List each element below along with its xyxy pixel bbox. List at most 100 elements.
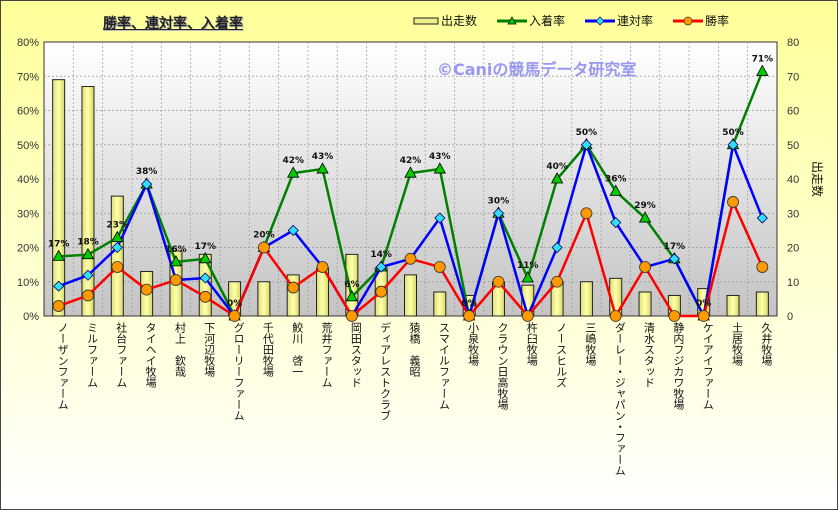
data-label-place-rate: 30%: [488, 196, 510, 206]
marker-win-rate: [463, 310, 476, 322]
marker-win-rate: [111, 261, 124, 273]
marker-top2-rate: [111, 241, 123, 254]
y-tick-right: 70: [787, 71, 799, 83]
marker-top2-rate: [610, 216, 622, 229]
data-label-place-rate: 40%: [546, 162, 568, 172]
x-tick-label: ディアレストクラブ: [379, 321, 392, 421]
legend-label: 出走数: [441, 14, 478, 28]
marker-place-rate: [52, 249, 65, 261]
y-tick-left: 40%: [17, 174, 39, 186]
marker-place-rate: [345, 289, 359, 302]
legend-item-count: 出走数: [413, 12, 477, 29]
y-tick-left: 10%: [17, 277, 39, 289]
y-tick-right: 60: [787, 106, 799, 118]
x-tick-label: ミルファーム: [85, 322, 98, 388]
data-label-place-rate: 0%: [227, 299, 242, 309]
bar-count: [755, 291, 769, 317]
y-tick-left: 70%: [17, 71, 39, 83]
marker-win-rate: [756, 261, 769, 273]
y-tick-right: 0: [787, 311, 793, 323]
marker-top2-rate: [287, 224, 299, 236]
marker-top2-rate: [668, 253, 680, 265]
data-label-place-rate: 0%: [461, 299, 476, 309]
marker-win-rate: [345, 310, 358, 322]
marker-win-rate: [52, 300, 65, 312]
marker-place-rate: [638, 211, 652, 223]
marker-win-rate: [668, 310, 681, 322]
plot-area: [43, 41, 778, 317]
marker-win-rate: [697, 310, 710, 322]
data-label-place-rate: 0%: [696, 299, 711, 309]
marker-top2-rate: [375, 261, 387, 273]
x-tick-label: スマイルファーム: [437, 322, 450, 410]
x-tick-label: 千代田牧場: [261, 322, 274, 378]
y-tick-right: 40: [787, 174, 799, 186]
data-label-place-rate: 43%: [429, 152, 451, 162]
x-tick-label: 久井牧場: [760, 322, 773, 367]
x-tick-label: クラウン日高牧場: [496, 322, 509, 411]
marker-win-rate: [727, 196, 739, 208]
marker-place-rate: [550, 172, 564, 184]
y-tick-left: 80%: [17, 37, 39, 49]
x-tick-label: 荒井ファーム: [320, 322, 333, 388]
data-label-place-rate: 38%: [136, 167, 158, 177]
legend-label: 連対率: [617, 14, 654, 28]
marker-top2-rate: [82, 269, 94, 281]
marker-win-rate: [287, 281, 300, 294]
data-label-place-rate: 17%: [664, 242, 686, 252]
marker-place-rate: [521, 271, 534, 283]
marker-win-rate: [580, 207, 593, 220]
data-label-place-rate: 17%: [48, 239, 70, 249]
data-label-place-rate: 71%: [752, 54, 774, 64]
marker-win-rate: [257, 241, 270, 254]
y-tick-right: 10: [787, 277, 799, 289]
data-label-place-rate: 42%: [400, 156, 422, 166]
marker-place-rate: [111, 230, 124, 242]
marker-win-rate: [170, 274, 182, 286]
data-label-place-rate: 16%: [165, 245, 187, 255]
marker-top2-rate: [492, 207, 505, 219]
data-label-place-rate: 50%: [722, 128, 744, 138]
marker-win-rate: [375, 285, 388, 298]
marker-win-rate: [639, 261, 651, 273]
y-tick-right: 80: [787, 37, 799, 49]
marker-win-rate: [140, 283, 153, 296]
data-label-place-rate: 14%: [370, 250, 392, 260]
marker-place-rate: [404, 166, 417, 178]
marker-place-rate: [316, 162, 329, 174]
x-tick-label: 清水スタッド: [643, 322, 656, 388]
bar-count: [726, 294, 740, 317]
x-tick-label: グローリーファーム: [232, 322, 245, 421]
x-tick-label: 岡田スタッド: [349, 322, 362, 388]
bar-count: [433, 291, 447, 317]
y-tick-right: 20: [787, 243, 799, 255]
y-tick-left: 50%: [17, 140, 39, 152]
data-label-place-rate: 18%: [77, 238, 99, 248]
data-label-place-rate: 17%: [194, 242, 216, 252]
bar-count: [638, 291, 652, 317]
marker-win-rate: [521, 310, 534, 322]
bar-count: [257, 281, 271, 317]
bar-count: [579, 281, 593, 317]
marker-top2-rate: [53, 280, 65, 292]
legend-item-win-rate: 勝率: [673, 12, 729, 29]
legend-item-top2-rate: 連対率: [585, 12, 653, 29]
marker-place-rate: [609, 184, 622, 196]
x-tick-label: ノーザンファーム: [56, 322, 69, 410]
marker-win-rate: [199, 290, 212, 303]
legend-label: 勝率: [705, 14, 730, 28]
marker-top2-rate: [727, 139, 739, 151]
data-label-place-rate: 50%: [576, 128, 598, 138]
x-tick-label: ノースヒルズ: [555, 322, 568, 388]
watermark: ©Caniの競馬データ研究室: [437, 60, 637, 79]
marker-place-rate: [756, 64, 769, 76]
bar-count: [110, 195, 124, 317]
marker-win-rate: [228, 310, 241, 322]
bar-count: [404, 274, 417, 317]
marker-win-rate: [316, 261, 329, 273]
data-label-place-rate: 20%: [253, 231, 275, 241]
chart-title: 勝率、連対率、入着率: [103, 16, 243, 32]
marker-top2-rate: [756, 212, 768, 224]
